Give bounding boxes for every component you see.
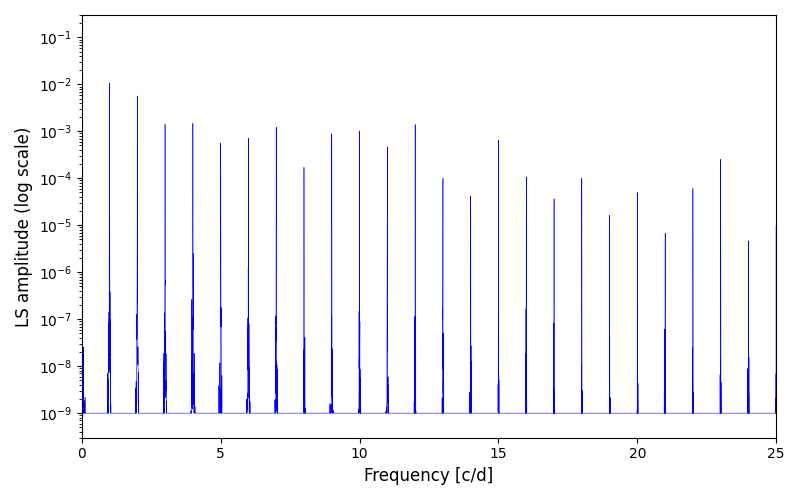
X-axis label: Frequency [c/d]: Frequency [c/d] <box>364 467 494 485</box>
Y-axis label: LS amplitude (log scale): LS amplitude (log scale) <box>15 126 33 326</box>
